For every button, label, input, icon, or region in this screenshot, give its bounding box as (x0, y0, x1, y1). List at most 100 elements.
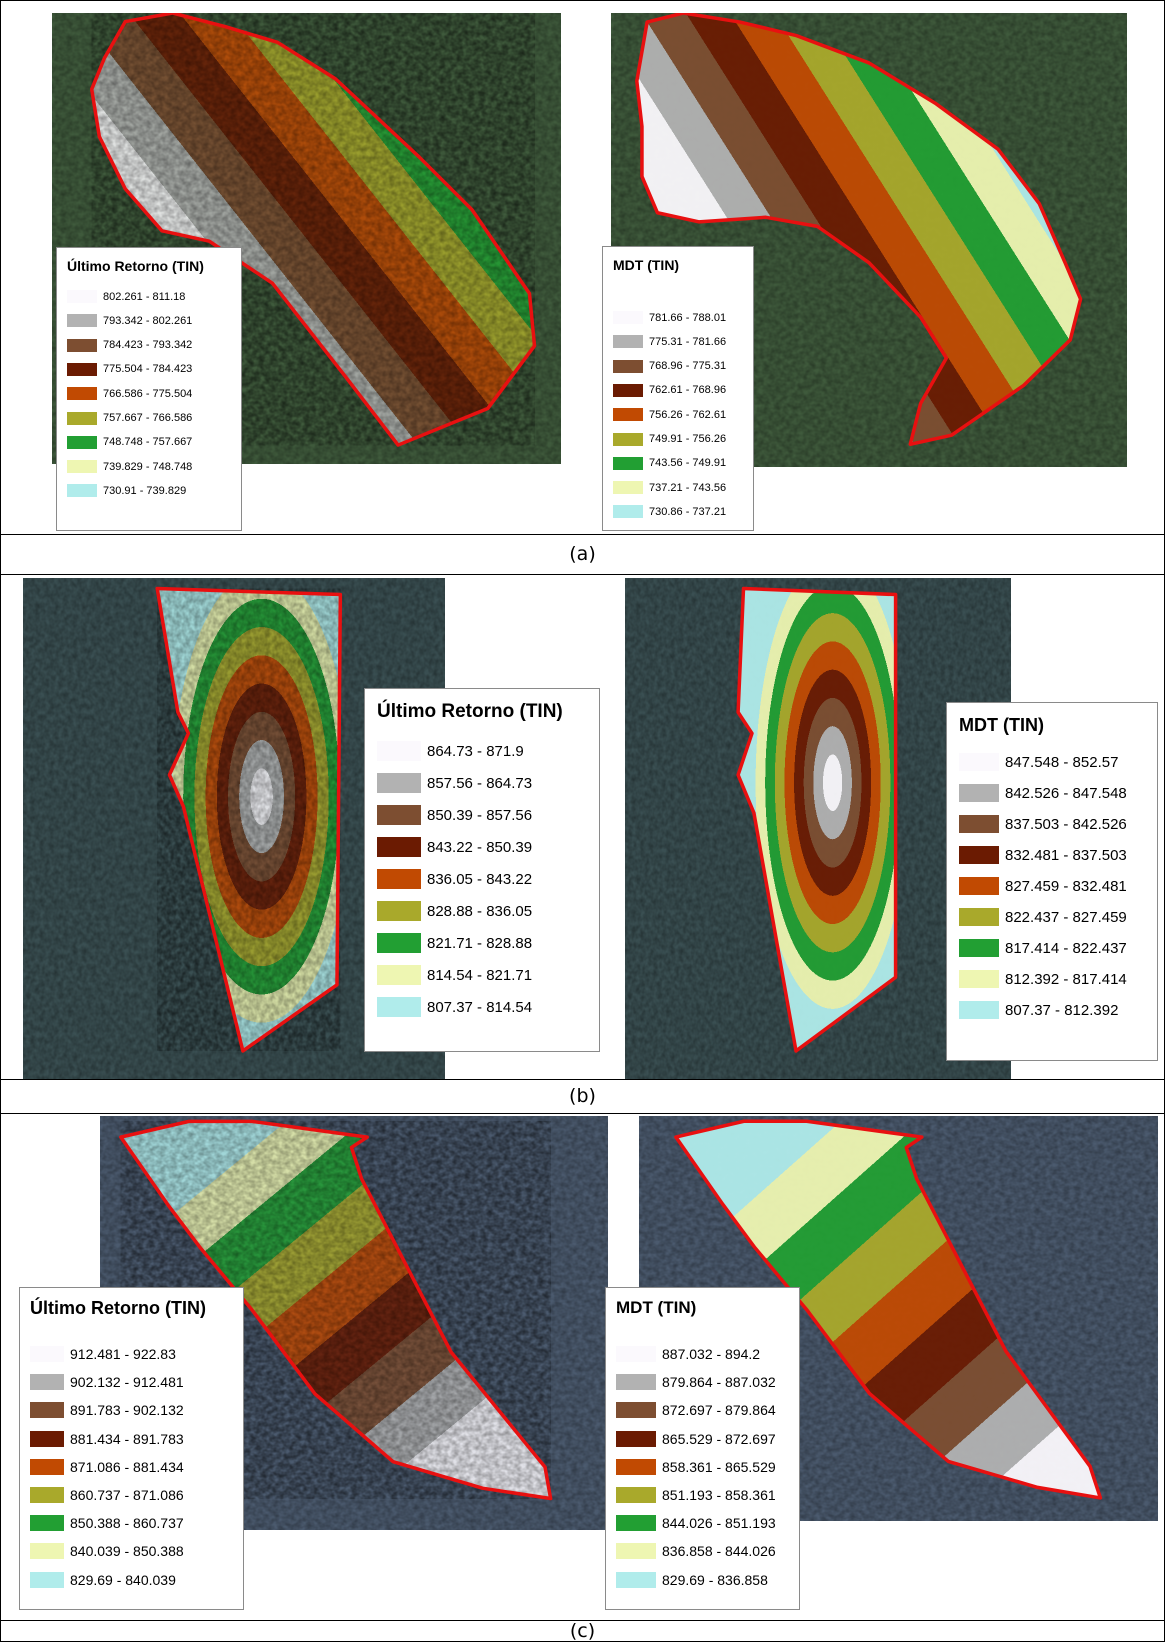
legend-label: 739.829 - 748.748 (103, 461, 192, 473)
legend-swatch (959, 1001, 999, 1019)
legend-swatch (30, 1374, 64, 1390)
legend-label: 784.423 - 793.342 (103, 339, 192, 351)
legend-item: 851.193 - 858.361 (616, 1487, 776, 1503)
legend-title: MDT (TIN) (613, 257, 679, 273)
legend-item: 887.032 - 894.2 (616, 1346, 760, 1362)
legend-swatch (30, 1543, 64, 1559)
legend-swatch (377, 933, 421, 953)
legend-swatch (67, 363, 97, 376)
legend-item: 832.481 - 837.503 (959, 846, 1127, 864)
legend-item: 840.039 - 850.388 (30, 1543, 184, 1559)
legend-item: 757.667 - 766.586 (67, 412, 192, 425)
legend-swatch (613, 433, 643, 446)
legend-swatch (377, 901, 421, 921)
legend-title: Último Retorno (TIN) (30, 1298, 206, 1319)
legend-swatch (377, 869, 421, 889)
legend-item: 828.88 - 836.05 (377, 901, 532, 921)
legend-label: 832.481 - 837.503 (1005, 847, 1127, 864)
legend-title: MDT (TIN) (959, 715, 1044, 736)
legend-label: 756.26 - 762.61 (649, 409, 726, 421)
legend-item: 836.05 - 843.22 (377, 869, 532, 889)
legend-label: 748.748 - 757.667 (103, 436, 192, 448)
page: {"rows": [ {"caption": "(a)", "panels": … (0, 0, 1165, 1642)
legend-label: 812.392 - 817.414 (1005, 971, 1127, 988)
legend-swatch (30, 1487, 64, 1503)
legend-swatch (613, 457, 643, 470)
legend-label: 827.459 - 832.481 (1005, 878, 1127, 895)
legend-swatch (616, 1346, 656, 1362)
legend-label: 837.503 - 842.526 (1005, 816, 1127, 833)
legend-label: 851.193 - 858.361 (662, 1487, 776, 1503)
legend-swatch (377, 805, 421, 825)
legend-label: 858.361 - 865.529 (662, 1459, 776, 1475)
legend-label: 730.86 - 737.21 (649, 506, 726, 518)
legend-swatch (959, 784, 999, 802)
legend-label: 802.261 - 811.18 (103, 291, 185, 303)
legend-item: 836.858 - 844.026 (616, 1543, 776, 1559)
legend-swatch (613, 384, 643, 397)
legend: Último Retorno (TIN) 802.261 - 811.18 793.… (56, 247, 242, 531)
legend-label: 817.414 - 822.437 (1005, 940, 1127, 957)
legend-item: 844.026 - 851.193 (616, 1515, 776, 1531)
legend-item: 775.504 - 784.423 (67, 363, 192, 376)
legend-item: 807.37 - 814.54 (377, 997, 532, 1017)
legend-item: 871.086 - 881.434 (30, 1459, 184, 1475)
legend-label: 879.864 - 887.032 (662, 1374, 776, 1390)
row-divider (0, 574, 1165, 575)
legend-label: 844.026 - 851.193 (662, 1515, 776, 1531)
row-divider (0, 1113, 1165, 1114)
legend-swatch (613, 481, 643, 494)
legend-swatch (616, 1374, 656, 1390)
legend-item: 749.91 - 756.26 (613, 433, 726, 446)
legend-label: 881.434 - 891.783 (70, 1431, 184, 1447)
legend-item: 743.56 - 749.91 (613, 457, 726, 470)
legend-label: 840.039 - 850.388 (70, 1543, 184, 1559)
legend-label: 749.91 - 756.26 (649, 433, 726, 445)
legend-item: 821.71 - 828.88 (377, 933, 532, 953)
legend-swatch (616, 1543, 656, 1559)
legend-swatch (959, 815, 999, 833)
legend-label: 865.529 - 872.697 (662, 1431, 776, 1447)
legend-swatch (613, 408, 643, 421)
legend-swatch (616, 1431, 656, 1447)
legend-swatch (613, 360, 643, 373)
legend-item: 781.66 - 788.01 (613, 311, 726, 324)
legend-item: 814.54 - 821.71 (377, 965, 532, 985)
legend-swatch (959, 939, 999, 957)
caption: (a) (0, 534, 1165, 574)
legend-swatch (67, 339, 97, 352)
legend-item: 858.361 - 865.529 (616, 1459, 776, 1475)
legend-swatch (959, 753, 999, 771)
legend-label: 822.437 - 827.459 (1005, 909, 1127, 926)
legend-item: 879.864 - 887.032 (616, 1374, 776, 1390)
legend-item: 822.437 - 827.459 (959, 908, 1127, 926)
legend-item: 857.56 - 864.73 (377, 773, 532, 793)
legend-swatch (67, 290, 97, 303)
legend-label: 775.504 - 784.423 (103, 363, 192, 375)
legend-swatch (616, 1459, 656, 1475)
legend-swatch (30, 1402, 64, 1418)
legend-item: 829.69 - 836.858 (616, 1572, 768, 1588)
legend-label: 793.342 - 802.261 (103, 315, 192, 327)
legend-swatch (613, 505, 643, 518)
legend-swatch (377, 997, 421, 1017)
legend-swatch (377, 773, 421, 793)
legend: MDT (TIN)781.66 - 788.01775.31 - 781.667… (602, 246, 754, 531)
legend-label: 836.858 - 844.026 (662, 1543, 776, 1559)
legend: MDT (TIN)847.548 - 852.57842.526 - 847.5… (946, 702, 1158, 1061)
legend-swatch (959, 970, 999, 988)
legend-item: 784.423 - 793.342 (67, 339, 192, 352)
legend-title: Último Retorno (TIN) (67, 258, 204, 274)
legend-swatch (959, 908, 999, 926)
legend-label: 847.548 - 852.57 (1005, 754, 1118, 771)
legend-item: 812.392 - 817.414 (959, 970, 1127, 988)
legend-swatch (30, 1346, 64, 1362)
legend-label: 829.69 - 836.858 (662, 1572, 768, 1588)
legend-item: 793.342 - 802.261 (67, 314, 192, 327)
legend-swatch (613, 311, 643, 324)
legend-swatch (377, 837, 421, 857)
legend-item: 902.132 - 912.481 (30, 1374, 184, 1390)
legend-item: 817.414 - 822.437 (959, 939, 1127, 957)
legend-label: 860.737 - 871.086 (70, 1487, 184, 1503)
